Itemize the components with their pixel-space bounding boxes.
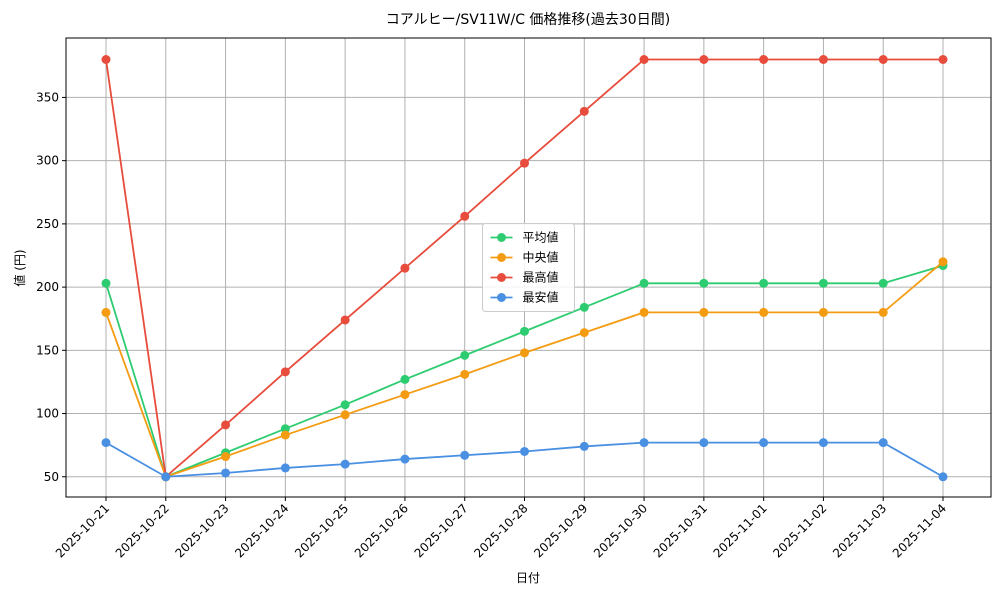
data-point — [221, 452, 231, 462]
y-axis-label: 値 (円) — [12, 249, 27, 286]
data-point — [460, 369, 470, 379]
data-point — [938, 257, 948, 267]
data-point — [340, 315, 350, 325]
y-tick-label: 250 — [36, 217, 59, 231]
y-tick-label: 150 — [36, 343, 59, 357]
data-point — [101, 438, 111, 448]
legend-marker — [497, 273, 506, 282]
data-point — [280, 430, 290, 440]
data-point — [818, 438, 828, 448]
data-point — [579, 441, 589, 451]
plot — [101, 54, 948, 482]
legend-label: 最安値 — [523, 290, 559, 305]
data-point — [101, 307, 111, 317]
y-tick-label: 300 — [36, 154, 59, 168]
data-point — [221, 420, 231, 430]
data-point — [759, 438, 769, 448]
legend-marker — [497, 253, 506, 262]
y-tick-label: 100 — [36, 407, 59, 421]
data-point — [759, 54, 769, 64]
data-point — [460, 450, 470, 460]
y-tick-label: 350 — [36, 90, 59, 104]
data-point — [639, 54, 649, 64]
data-point — [699, 278, 709, 288]
data-point — [878, 307, 888, 317]
data-point — [221, 468, 231, 478]
data-point — [818, 278, 828, 288]
data-point — [759, 278, 769, 288]
data-point — [400, 374, 410, 384]
legend-marker — [497, 293, 506, 302]
data-point — [340, 459, 350, 469]
data-point — [101, 278, 111, 288]
data-point — [878, 438, 888, 448]
legend-label: 最高値 — [523, 270, 559, 285]
data-point — [699, 54, 709, 64]
data-point — [520, 158, 529, 168]
data-point — [938, 472, 948, 482]
data-point — [818, 54, 828, 64]
legend-label: 平均値 — [523, 230, 559, 245]
data-point — [400, 454, 410, 464]
data-point — [579, 106, 589, 116]
legend-label: 中央値 — [523, 250, 559, 265]
data-point — [280, 424, 290, 434]
data-point — [400, 390, 410, 400]
data-point — [400, 263, 410, 273]
data-point — [699, 438, 709, 448]
data-point — [520, 326, 529, 336]
legend-marker — [497, 233, 506, 242]
data-point — [460, 211, 470, 221]
data-point — [520, 446, 529, 456]
data-point — [759, 307, 769, 317]
data-point — [878, 278, 888, 288]
data-point — [818, 307, 828, 317]
data-point — [520, 348, 529, 358]
data-point — [340, 410, 350, 420]
data-point — [579, 328, 589, 338]
legend-box — [482, 223, 575, 312]
data-point — [639, 438, 649, 448]
data-point — [280, 463, 290, 473]
data-point — [938, 54, 948, 64]
y-tick-label: 200 — [36, 280, 59, 294]
data-point — [579, 302, 589, 312]
data-point — [340, 400, 350, 410]
data-point — [161, 472, 171, 482]
data-point — [878, 54, 888, 64]
data-point — [280, 367, 290, 377]
plot-frame — [65, 37, 992, 498]
data-point — [639, 278, 649, 288]
data-point — [460, 350, 470, 360]
data-point — [639, 307, 649, 317]
data-point — [101, 54, 111, 64]
data-point — [699, 307, 709, 317]
x-axis-label: 日付 — [516, 571, 540, 585]
chart-title: コアルヒー/SV11W/C 価格推移(過去30日間) — [386, 12, 670, 28]
y-tick-label: 50 — [44, 470, 59, 484]
